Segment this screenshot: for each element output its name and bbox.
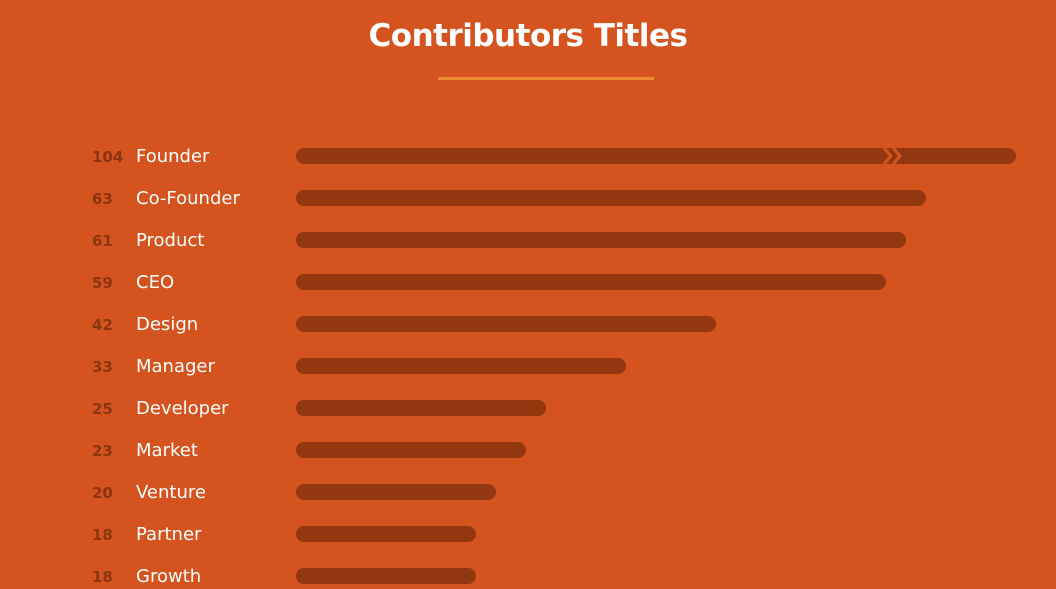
bar-category-label: Product [136,230,204,251]
bar-value-label: 25 [92,400,113,418]
bar [296,316,716,332]
bar [296,274,886,290]
bar-value-label: 18 [92,526,113,544]
bar-value-label: 20 [92,484,113,502]
bar-value-label: 61 [92,232,113,250]
bar-value-label: 104 [92,148,123,166]
bar-value-label: 63 [92,190,113,208]
bar-category-label: Developer [136,398,229,419]
bar [296,484,496,500]
bar [296,232,906,248]
bar-category-label: Founder [136,146,210,167]
bar [296,190,926,206]
bar-value-label: 18 [92,568,113,586]
bar-category-label: Venture [136,482,206,503]
bar-category-label: Manager [136,356,215,377]
bar [296,568,476,584]
bar-category-label: CEO [136,272,174,293]
title-underline [438,77,654,80]
bar-value-label: 23 [92,442,113,460]
bar-category-label: Design [136,314,198,335]
bar-value-label: 59 [92,274,113,292]
bar [296,526,476,542]
bar [296,148,1016,164]
bar-value-label: 33 [92,358,113,376]
bar [296,442,526,458]
bar-category-label: Co-Founder [136,188,240,209]
bar-category-label: Market [136,440,198,461]
bar [296,358,626,374]
bar-category-label: Growth [136,566,201,587]
axis-break-marker [882,147,902,165]
chart-title: Contributors Titles [368,18,688,54]
bar-category-label: Partner [136,524,202,545]
bar-value-label: 42 [92,316,113,334]
bar [296,400,546,416]
